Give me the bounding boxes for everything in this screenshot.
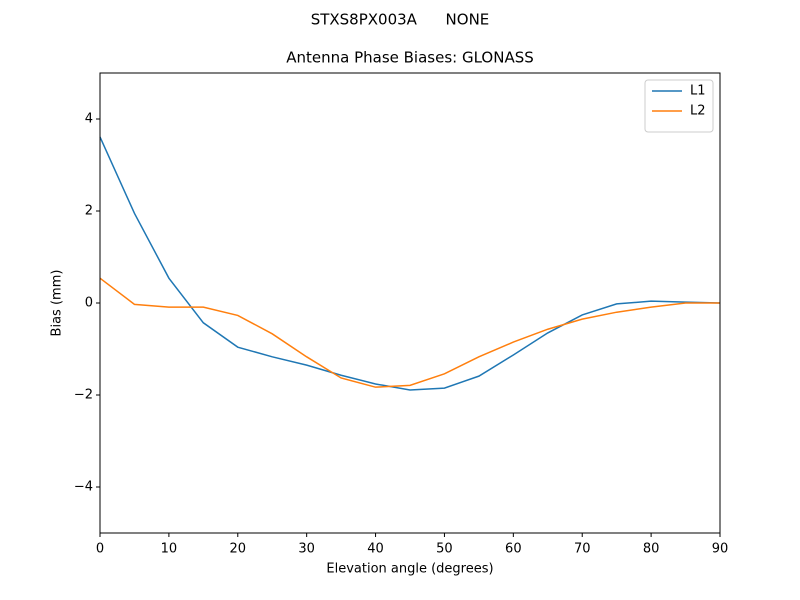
y-tick-label: −4 [74,480,93,495]
chart-title: Antenna Phase Biases: GLONASS [286,49,534,67]
x-tick-label: 30 [298,542,315,557]
y-axis-label: Bias (mm) [50,270,65,337]
x-tick-label: 60 [505,542,522,557]
x-tick-label: 80 [643,542,660,557]
legend-label: L1 [690,84,706,99]
y-tick-label: 4 [85,112,93,127]
x-tick-label: 50 [436,542,453,557]
suptitle: STXS8PX003A NONE [311,11,490,29]
legend-label: L2 [690,104,706,119]
y-tick-label: 2 [85,204,93,219]
x-axis-label: Elevation angle (degrees) [326,562,493,577]
y-tick-label: −2 [74,388,93,403]
y-tick-label: 0 [85,296,93,311]
series-line [99,277,720,388]
series-line [99,136,721,391]
x-tick-label: 70 [574,542,591,557]
x-tick-label: 90 [712,542,729,557]
x-tick-label: 40 [367,542,384,557]
x-tick-label: 20 [230,542,247,557]
plot-frame [99,72,721,534]
x-tick-label: 0 [96,542,104,557]
legend-box [644,79,714,133]
x-tick-label: 10 [161,542,178,557]
